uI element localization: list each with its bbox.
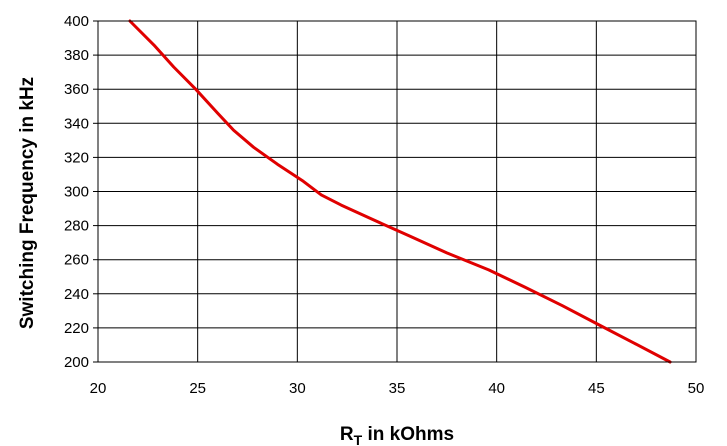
y-tick-label: 260 <box>64 252 89 269</box>
x-tick-label: 45 <box>588 380 605 397</box>
grid-lines <box>93 20 697 363</box>
y-tick-label: 200 <box>64 354 89 371</box>
x-tick-label: 50 <box>688 380 705 397</box>
y-axis-title: Switching Frequency in kHz <box>17 77 38 329</box>
y-tick-label: 300 <box>64 184 89 201</box>
plot-frame <box>97 20 697 363</box>
x-axis-title: RT in kOhms <box>340 424 454 446</box>
y-tick-label: 320 <box>64 149 89 166</box>
x-tick-label: 25 <box>189 380 206 397</box>
y-tick-label: 220 <box>64 320 89 337</box>
series-line <box>128 19 672 364</box>
x-tick-label: 30 <box>289 380 306 397</box>
y-tick-label: 240 <box>64 286 89 303</box>
y-tick-label: 280 <box>64 218 89 235</box>
y-tick-label: 340 <box>64 115 89 132</box>
y-tick-label: 360 <box>64 81 89 98</box>
series-group <box>128 19 672 364</box>
y-tick-label: 400 <box>64 13 89 30</box>
y-tick-label: 380 <box>64 47 89 64</box>
y-tick-labels: 200 220 240 260 280 300 320 340 360 380 400 <box>64 13 89 371</box>
x-tick-label: 40 <box>488 380 505 397</box>
x-tick-label: 35 <box>389 380 406 397</box>
x-tick-label: 20 <box>90 380 107 397</box>
x-tick-labels: 20 25 30 35 40 45 50 <box>90 380 705 397</box>
